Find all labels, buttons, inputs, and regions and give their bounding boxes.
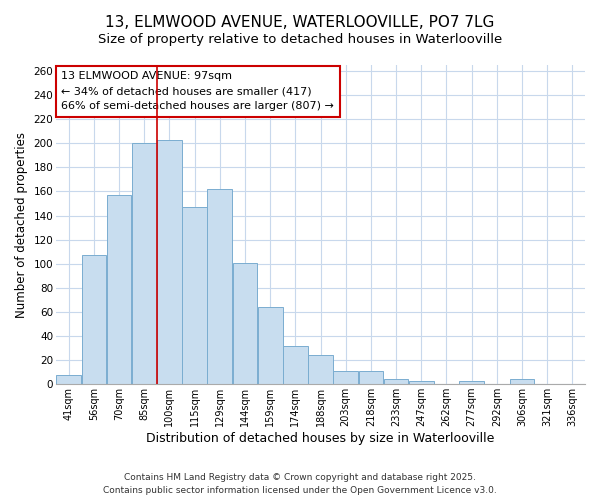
Bar (308, 356, 333, 384)
Bar (409, 380, 434, 384)
Text: Size of property relative to detached houses in Waterlooville: Size of property relative to detached ho… (98, 32, 502, 46)
Bar (509, 380, 535, 384)
Bar (359, 371, 383, 384)
Bar (56, 374, 81, 384)
Bar (233, 262, 257, 384)
Y-axis label: Number of detached properties: Number of detached properties (15, 132, 28, 318)
Bar (283, 346, 308, 384)
Bar (157, 140, 182, 384)
Bar (460, 380, 484, 384)
Text: 13, ELMWOOD AVENUE, WATERLOOVILLE, PO7 7LG: 13, ELMWOOD AVENUE, WATERLOOVILLE, PO7 7… (106, 15, 494, 30)
Bar (132, 144, 157, 384)
Bar (334, 371, 358, 384)
Text: 13 ELMWOOD AVENUE: 97sqm
← 34% of detached houses are smaller (417)
66% of semi-: 13 ELMWOOD AVENUE: 97sqm ← 34% of detach… (61, 72, 334, 111)
Bar (107, 195, 131, 384)
Bar (82, 256, 106, 384)
X-axis label: Distribution of detached houses by size in Waterlooville: Distribution of detached houses by size … (146, 432, 495, 445)
Bar (258, 307, 283, 384)
Text: Contains HM Land Registry data © Crown copyright and database right 2025.
Contai: Contains HM Land Registry data © Crown c… (103, 473, 497, 495)
Bar (384, 380, 409, 384)
Bar (182, 207, 207, 384)
Bar (208, 189, 232, 384)
